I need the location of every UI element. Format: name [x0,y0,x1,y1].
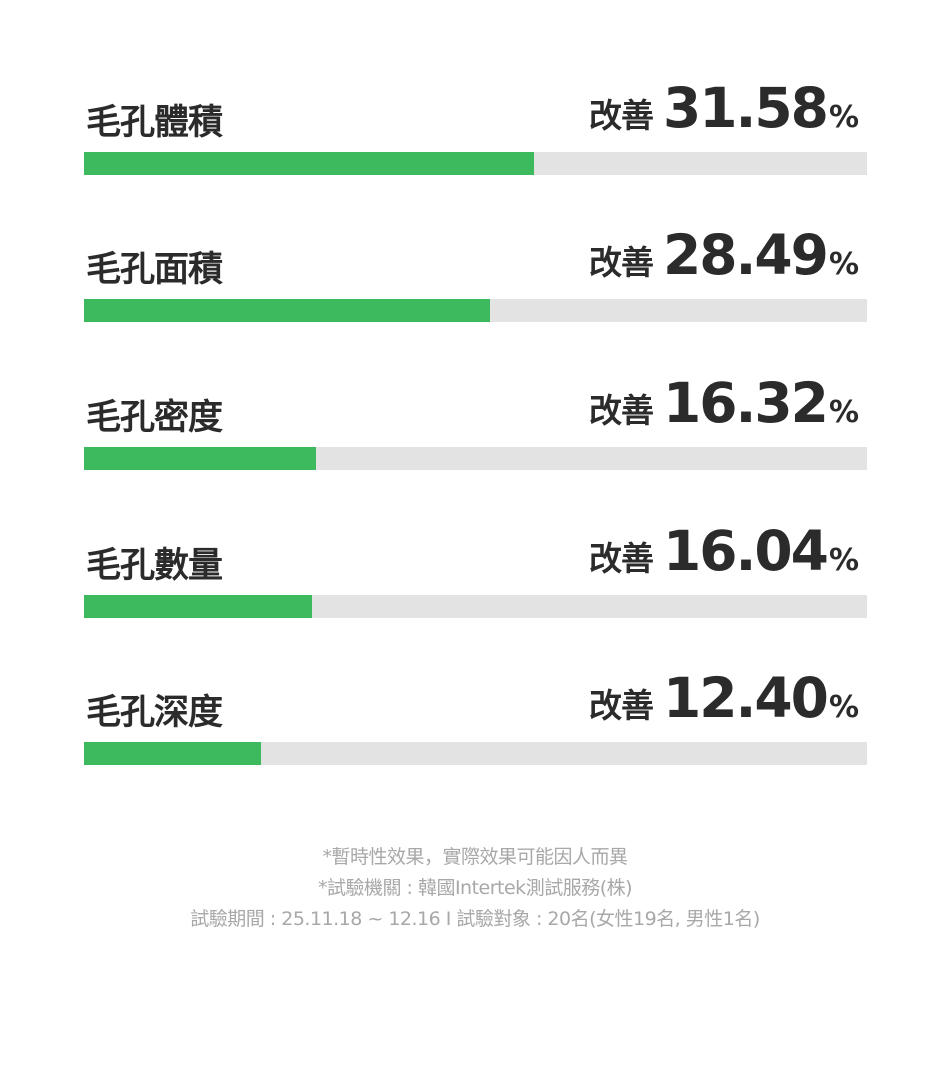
bar-fill [84,595,312,618]
bar-track [84,152,867,175]
footnotes: *暫時性效果，實際效果可能因人而異 *試驗機關 : 韓國Intertek測試服務… [0,842,950,935]
footnote-test-institution: *試驗機關 : 韓國Intertek測試服務(株) [317,877,633,899]
value-prefix: 改善 [588,539,654,578]
value-unit: % [828,690,859,725]
bar-row: 毛孔數量 改善 16.04% [84,501,867,621]
improvement-bar-chart: 毛孔體積 改善 31.58% 毛孔面積 改善 28.49% 毛孔密度 改善 16.32% 毛孔數量… [84,58,867,768]
bar-track [84,447,867,470]
bar-category-label: 毛孔密度 [86,398,223,438]
bar-fill [84,447,316,470]
bar-value-label: 改善 16.32% [589,371,859,435]
value-unit: % [828,247,859,282]
bar-fill [84,299,490,322]
footnote-test-period-subjects: 試驗期間 : 25.11.18 ~ 12.16 I 試驗對象 : 20名(女性1… [190,908,760,930]
value-number: 12.40 [662,666,829,730]
value-unit: % [828,395,859,430]
bar-row: 毛孔面積 改善 28.49% [84,205,867,325]
bar-track [84,742,867,765]
value-prefix: 改善 [588,243,654,282]
bar-fill [84,742,261,765]
bar-category-label: 毛孔深度 [86,693,223,733]
bar-track [84,595,867,618]
footnote-temporary-effect: *暫時性效果，實際效果可能因人而異 [322,846,628,868]
bar-fill [84,152,534,175]
value-number: 16.32 [662,371,829,435]
value-unit: % [828,100,859,135]
value-number: 28.49 [662,223,829,287]
bar-value-label: 改善 16.04% [589,519,859,583]
bar-value-label: 改善 28.49% [589,223,859,287]
bar-value-label: 改善 31.58% [589,76,859,140]
bar-value-label: 改善 12.40% [589,666,859,730]
bar-row: 毛孔體積 改善 31.58% [84,58,867,178]
value-number: 31.58 [662,76,829,140]
bar-row: 毛孔密度 改善 16.32% [84,353,867,473]
value-prefix: 改善 [588,96,654,135]
value-prefix: 改善 [588,391,654,430]
value-number: 16.04 [662,519,829,583]
bar-row: 毛孔深度 改善 12.40% [84,648,867,768]
bar-category-label: 毛孔數量 [86,546,223,586]
value-unit: % [828,543,859,578]
value-prefix: 改善 [588,686,654,725]
bar-track [84,299,867,322]
bar-category-label: 毛孔體積 [86,103,223,143]
bar-category-label: 毛孔面積 [86,250,223,290]
